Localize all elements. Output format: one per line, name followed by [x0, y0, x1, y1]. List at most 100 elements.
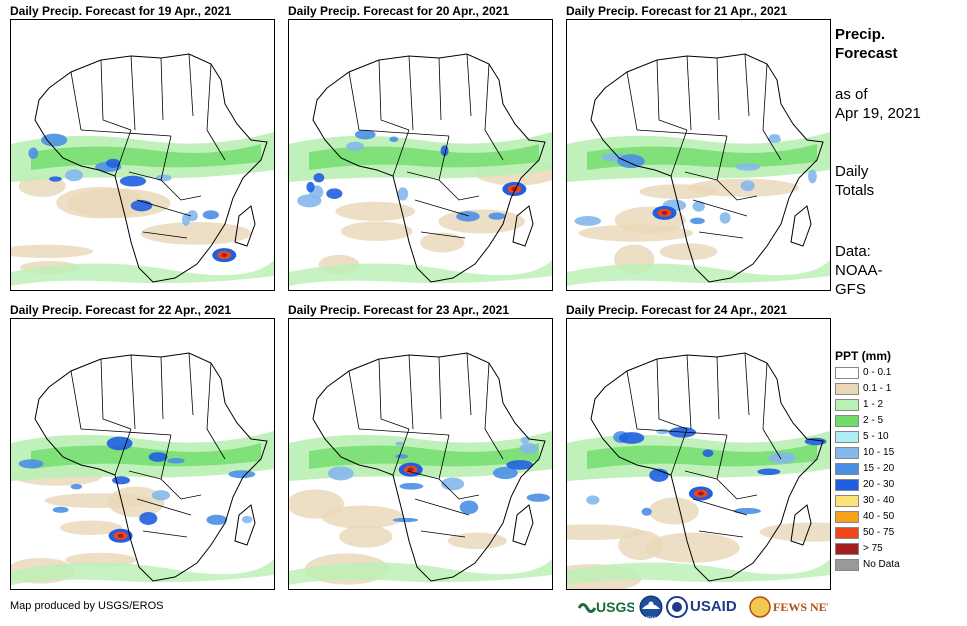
panel-title: Daily Precip. Forecast for 22 Apr., 2021 — [10, 303, 231, 317]
southern-rain-band — [11, 559, 274, 585]
africa-map — [567, 352, 830, 589]
africa-map — [11, 53, 274, 286]
legend-label: 0 - 0.1 — [863, 367, 892, 378]
madagascar-coastline — [512, 205, 534, 247]
country-border — [692, 199, 748, 217]
rain-cell — [740, 180, 755, 192]
country-border — [114, 428, 132, 476]
legend-swatch — [835, 511, 859, 523]
legend-item: > 75 — [835, 541, 960, 557]
noaa-text: NOAA — [646, 616, 657, 620]
legend-label: > 75 — [863, 543, 883, 554]
legend-swatch — [835, 447, 859, 459]
legend-label: 20 - 30 — [863, 479, 895, 490]
country-border — [670, 129, 688, 177]
rain-cell — [397, 187, 409, 201]
forecast-panel-22-apr: Daily Precip. Forecast for 22 Apr., 2021 — [10, 302, 275, 590]
sidebar-title-line2: Forecast — [835, 45, 898, 62]
drizzle-area — [140, 222, 252, 245]
panel-title: Daily Precip. Forecast for 23 Apr., 2021 — [288, 303, 509, 317]
rain-cell — [456, 211, 480, 222]
country-border — [358, 129, 450, 137]
rain-cell — [41, 133, 68, 147]
rain-cell — [656, 428, 669, 435]
rain-cell — [112, 476, 131, 485]
country-border — [626, 370, 638, 430]
country-border — [414, 199, 470, 217]
southern-rain-band — [567, 260, 830, 286]
drizzle-area — [289, 489, 345, 519]
legend-swatch — [835, 399, 859, 411]
legend-swatch — [835, 543, 859, 555]
rain-cell — [519, 443, 539, 454]
drizzle-area — [44, 493, 153, 508]
sidebar-title-line1: Precip. — [835, 26, 886, 43]
usaid-seal — [666, 596, 688, 618]
country-border — [420, 530, 466, 538]
legend-label: 1 - 2 — [863, 399, 884, 410]
country-border — [130, 55, 136, 131]
rain-cell — [526, 493, 550, 502]
country-border — [80, 129, 172, 137]
country-border — [80, 428, 172, 436]
legend-item: 20 - 30 — [835, 477, 960, 493]
country-border — [142, 231, 188, 239]
country-border — [466, 53, 472, 117]
map-credit: Map produced by USGS/EROS — [10, 600, 164, 612]
precip-map — [566, 318, 831, 590]
country-border — [670, 428, 688, 476]
country-border — [206, 63, 212, 131]
legend-label: 40 - 50 — [863, 511, 895, 522]
rain-band-moderate — [587, 443, 817, 469]
rain-band-moderate — [31, 144, 261, 170]
country-border — [466, 352, 472, 416]
rain-cell — [354, 129, 376, 140]
precip-map — [566, 19, 831, 291]
legend-item: 5 - 10 — [835, 429, 960, 445]
legend-item: 30 - 40 — [835, 493, 960, 509]
africa-map — [289, 352, 552, 585]
legend-item: 10 - 15 — [835, 445, 960, 461]
sidebar-title: Precip. Forecast — [835, 25, 898, 63]
country-border — [698, 530, 744, 538]
legend-rows: 0 - 0.1 0.1 - 1 1 - 2 2 - 5 5 - 10 10 - 15 15 … — [835, 365, 960, 573]
rain-cell — [702, 449, 714, 458]
africa-coastline — [590, 53, 824, 283]
rain-cell — [395, 441, 405, 446]
rain-band-moderate — [31, 443, 261, 469]
country-border — [762, 63, 768, 131]
country-border — [70, 370, 82, 430]
drizzle-area — [56, 186, 145, 219]
country-border — [636, 129, 728, 137]
rain-cell — [167, 458, 185, 464]
drizzle-area — [59, 520, 122, 536]
drizzle-area — [335, 201, 416, 221]
southern-rain-band — [289, 260, 552, 286]
rain-cell — [807, 169, 817, 184]
country-border — [698, 231, 744, 239]
legend-label: 50 - 75 — [863, 527, 895, 538]
country-border — [484, 362, 490, 430]
country-border — [716, 57, 720, 121]
southern-rain-band — [567, 559, 830, 585]
forecast-panel-19-apr: Daily Precip. Forecast for 19 Apr., 2021 — [10, 3, 275, 291]
country-border — [70, 71, 82, 131]
country-border — [188, 352, 194, 416]
legend-swatch — [835, 383, 859, 395]
legend-label: No Data — [863, 559, 900, 570]
rain-cell — [148, 452, 168, 462]
storm-center — [221, 253, 228, 258]
rain-band-moderate — [587, 144, 817, 170]
madagascar-coastline — [790, 205, 812, 247]
country-border — [684, 470, 718, 480]
rain-cell — [28, 147, 39, 159]
drizzle-area — [644, 532, 740, 563]
country-border — [160, 57, 164, 121]
country-border — [130, 354, 136, 430]
country-border — [160, 356, 164, 420]
precip-map — [288, 318, 553, 590]
rain-cell — [389, 136, 399, 143]
legend-swatch — [835, 527, 859, 539]
fews-net-text: FEWS NET — [773, 600, 828, 614]
rain-cell — [395, 454, 408, 459]
